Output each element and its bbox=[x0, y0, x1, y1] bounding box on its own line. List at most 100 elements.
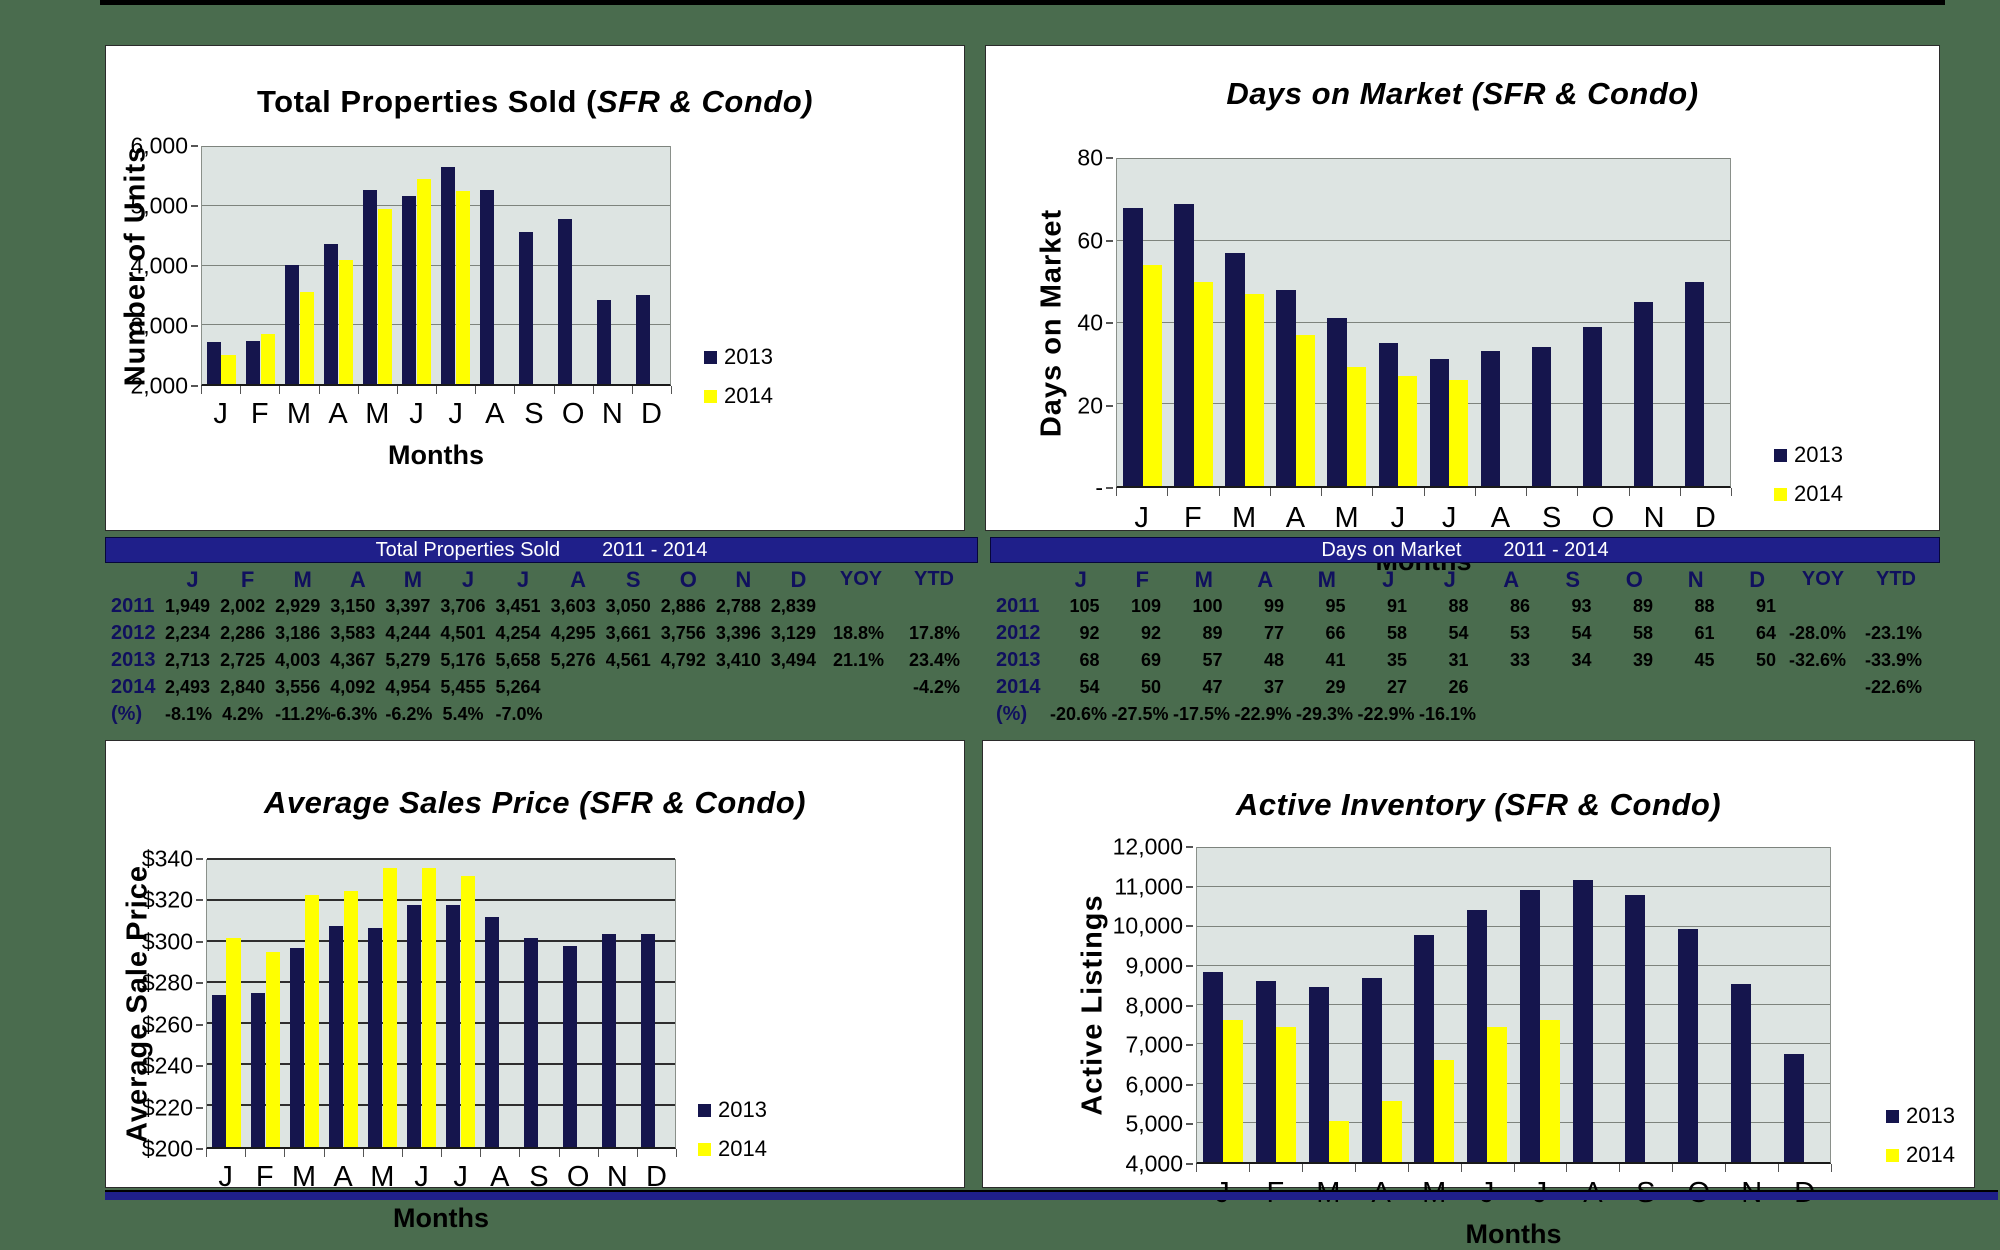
table-cell bbox=[1788, 674, 1858, 701]
x-tick-mark bbox=[597, 1149, 599, 1157]
table-cell: 50 bbox=[1140, 677, 1161, 697]
y-tick-mark bbox=[1106, 404, 1113, 407]
y-tick-mark bbox=[196, 940, 203, 943]
table-cell: 89 bbox=[1632, 596, 1653, 616]
bar-2013 bbox=[1625, 894, 1646, 1162]
x-tick-mark bbox=[1526, 488, 1527, 496]
table-cell: -11.2% bbox=[275, 704, 331, 724]
y-tick-mark bbox=[196, 1065, 203, 1068]
bar-2014 bbox=[377, 208, 393, 384]
y-tick-mark bbox=[196, 1148, 203, 1150]
x-tick-mark bbox=[636, 1149, 638, 1157]
y-axis-ticks: 4,000 5,000 6,000 7,000 8,000 9,000 10,000 11,0… bbox=[1081, 834, 1193, 1177]
y-tick-mark bbox=[1186, 1163, 1193, 1165]
table-cell: -28.0% bbox=[1788, 623, 1846, 643]
table-cell: 3,661 bbox=[605, 623, 651, 643]
chart-panel-average-sales-price: Average Sales Price (SFR & Condo) Averag… bbox=[105, 740, 965, 1233]
legend-item: 2014 bbox=[1774, 481, 1843, 507]
bar-2014 bbox=[1397, 375, 1418, 486]
x-axis-label: A bbox=[333, 1161, 353, 1193]
table-cell: 33 bbox=[1509, 650, 1530, 670]
gridline bbox=[1197, 1121, 1830, 1123]
legend-swatch bbox=[704, 389, 717, 403]
table-cell: -22.6% bbox=[1864, 677, 1922, 697]
table-cell: -22.9% bbox=[1357, 704, 1415, 724]
x-tick-mark bbox=[1731, 488, 1732, 496]
chart-title-prefix: Total Properties Sold ( bbox=[257, 84, 597, 119]
table-cell bbox=[1604, 701, 1666, 728]
y-tick-label: 6,000 bbox=[130, 132, 188, 159]
table-cell bbox=[826, 674, 896, 701]
gridline bbox=[1197, 925, 1830, 927]
y-tick-label: $320 bbox=[141, 886, 193, 913]
table-days-on-market: Days on Market 2011 - 2014 J F M A M J J A S O N D Y… bbox=[990, 537, 1940, 732]
bar-2013 bbox=[362, 189, 378, 384]
gridline bbox=[202, 146, 670, 147]
table-cell bbox=[606, 701, 661, 728]
y-tick-label: 5,000 bbox=[130, 192, 188, 219]
bar-2013 bbox=[523, 937, 539, 1147]
table-cell: 3,186 bbox=[275, 623, 321, 643]
x-axis-label: S bbox=[1541, 502, 1562, 534]
table-cell: 58 bbox=[1632, 623, 1653, 643]
x-tick-mark bbox=[1269, 488, 1271, 496]
table-cell: -23.1% bbox=[1864, 623, 1922, 643]
table-col-header: D bbox=[790, 567, 807, 592]
y-tick-mark bbox=[1186, 1044, 1193, 1047]
table-cell bbox=[771, 674, 826, 701]
table-cell: 5,176 bbox=[440, 650, 486, 670]
chart-title-italic: Days on Market (SFR & Condo) bbox=[1226, 76, 1699, 111]
x-axis-ticks bbox=[206, 1149, 677, 1158]
table-cell: 3,129 bbox=[770, 623, 816, 643]
table-range-label: 2011 - 2014 bbox=[1503, 538, 1609, 561]
x-tick-mark bbox=[323, 1149, 325, 1157]
y-tick-mark bbox=[196, 858, 203, 860]
x-axis-label: D bbox=[1694, 502, 1716, 534]
table-col-header: M bbox=[1194, 567, 1213, 592]
table-cell: 2,286 bbox=[220, 623, 266, 643]
x-tick-mark bbox=[1672, 1164, 1674, 1172]
y-tick-label: 20 bbox=[1077, 392, 1103, 418]
chart-title-italic: Average Sales Price (SFR & Condo) bbox=[264, 785, 806, 820]
table-cell bbox=[1727, 701, 1789, 728]
bar-2013 bbox=[289, 948, 305, 1147]
bar-2013 bbox=[562, 946, 578, 1147]
x-axis-label: A bbox=[490, 1161, 510, 1193]
y-tick-mark bbox=[1186, 1083, 1193, 1086]
x-axis-label: O bbox=[1591, 502, 1615, 534]
table-cell: 34 bbox=[1571, 650, 1592, 670]
table-cell bbox=[551, 701, 606, 728]
table-col-header: A bbox=[1257, 567, 1274, 592]
table-row-label: 2014 bbox=[111, 676, 156, 698]
table-cell: 5,276 bbox=[550, 650, 596, 670]
bar-2013 bbox=[479, 189, 495, 384]
x-axis-label: N bbox=[606, 1161, 628, 1193]
table-cell: 4,295 bbox=[550, 623, 596, 643]
table-cell: 64 bbox=[1755, 623, 1776, 643]
table-cell: 5,264 bbox=[495, 677, 541, 697]
bar-2013 bbox=[1480, 351, 1501, 486]
table-cell: 4,092 bbox=[330, 677, 376, 697]
y-axis-ticks: - 20 40 60 80 bbox=[1016, 145, 1113, 501]
table-corner-cell bbox=[107, 566, 165, 593]
gridline bbox=[202, 323, 670, 325]
bar-2013 bbox=[596, 300, 612, 384]
legend-swatch bbox=[1774, 448, 1787, 462]
table-cell: 69 bbox=[1140, 650, 1161, 670]
table-col-header: J bbox=[186, 567, 199, 592]
bar-2013 bbox=[1276, 289, 1296, 486]
x-tick-mark bbox=[519, 1149, 521, 1157]
y-tick-mark bbox=[1106, 239, 1113, 242]
table-cell: 2,725 bbox=[220, 650, 266, 670]
x-axis-label: F bbox=[250, 398, 269, 430]
y-tick-label: $260 bbox=[141, 1011, 193, 1038]
table-cell: 41 bbox=[1325, 650, 1346, 670]
x-axis-label: O bbox=[566, 1161, 590, 1193]
table-cell: 88 bbox=[1448, 596, 1469, 616]
table-cell: 54 bbox=[1571, 623, 1592, 643]
table-cell: 53 bbox=[1509, 623, 1530, 643]
x-tick-mark bbox=[558, 1149, 560, 1157]
table-cell: 3,583 bbox=[330, 623, 376, 643]
y-tick-label: 10,000 bbox=[1112, 912, 1183, 939]
